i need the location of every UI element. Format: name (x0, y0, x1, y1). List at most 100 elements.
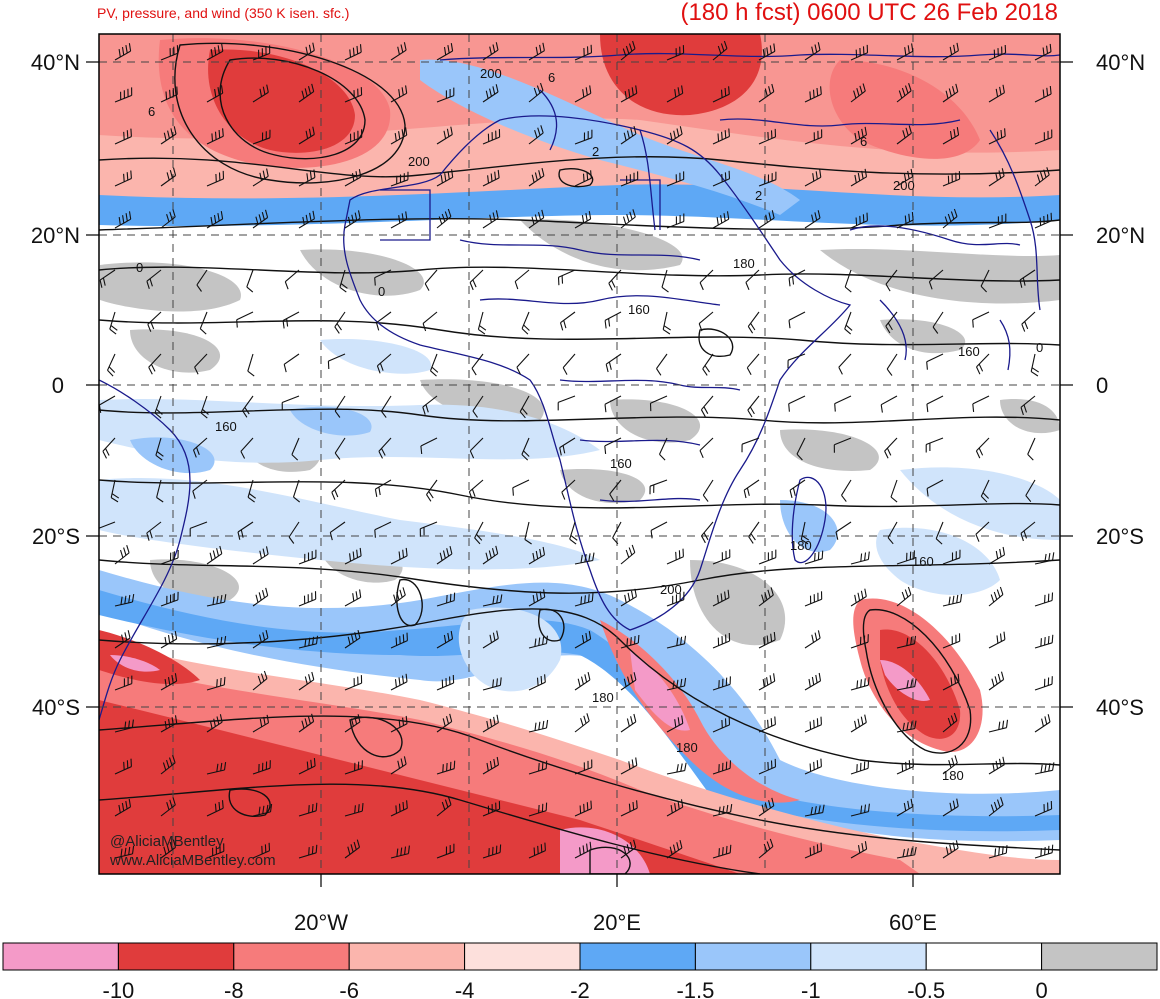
wind-barb (988, 52, 1006, 61)
wind-barb-feather (835, 531, 839, 540)
wind-barb-feather (213, 718, 216, 727)
wind-barb-feather (535, 46, 539, 55)
wind-barb (298, 557, 317, 565)
wind-barb (662, 311, 668, 330)
wind-barb-feather (214, 47, 217, 56)
wind-barb-feather (908, 83, 912, 91)
wind-barb (1019, 269, 1036, 281)
wind-barb (237, 521, 254, 533)
wind-barb-feather (259, 550, 263, 559)
wind-barb-feather (443, 634, 447, 643)
wind-barb (334, 311, 346, 328)
wind-barb (114, 136, 132, 145)
wind-barb-feather (538, 637, 541, 646)
wind-barb (942, 557, 961, 565)
wind-barb-feather (449, 713, 453, 722)
lat-label-right: 20°N (1096, 223, 1145, 248)
wind-barb-feather (493, 758, 496, 767)
wind-barb (834, 437, 852, 446)
lat-label-left: 20°N (31, 223, 80, 248)
wind-barb (482, 49, 499, 61)
wind-barb-feather (171, 633, 174, 642)
contour-label: 180 (592, 690, 614, 705)
wind-barb (1020, 395, 1036, 408)
wind-barb-feather (359, 589, 362, 598)
wind-barb (521, 311, 530, 329)
wind-barb-feather (496, 630, 499, 639)
wind-barb-feather (1047, 845, 1050, 854)
wind-barb (885, 269, 898, 285)
wind-barb-feather (886, 368, 893, 376)
wind-barb-feather (102, 277, 106, 286)
wind-barb-feather (174, 631, 178, 640)
wind-barb-feather (887, 322, 893, 331)
wind-barb-feather (659, 454, 666, 461)
contour-label: 200 (480, 66, 502, 81)
wind-barb (528, 768, 547, 775)
wind-barb-feather (261, 590, 266, 599)
wind-barb-feather (774, 716, 776, 725)
wind-barb-feather (608, 361, 612, 370)
wind-barb-feather (1021, 323, 1026, 332)
wind-barb (429, 353, 438, 371)
wind-barb-feather (952, 595, 955, 604)
wind-barb-feather (123, 761, 125, 770)
wind-barb-feather (993, 801, 998, 810)
wind-barb-feather (524, 539, 532, 545)
wind-barb (896, 594, 912, 607)
wind-barb-feather (947, 717, 952, 726)
wind-barb-feather (536, 677, 539, 686)
colorbar-tick-label: -4 (455, 978, 475, 999)
colorbar-tick-label: -2 (570, 978, 590, 999)
wind-barb (469, 479, 484, 493)
wind-barb-feather (1002, 756, 1005, 765)
wind-barb-feather (683, 677, 687, 687)
wind-barb (528, 217, 545, 229)
wind-barb-feather (539, 591, 542, 600)
wind-barb-feather (722, 847, 724, 856)
wind-barb (942, 216, 958, 229)
wind-barb (376, 311, 392, 324)
wind-barb-feather (258, 806, 261, 815)
wind-barb (512, 479, 530, 489)
wind-barb (574, 92, 592, 103)
wind-barb-feather (168, 719, 171, 728)
wind-barb (1034, 220, 1052, 229)
wind-barb (344, 217, 361, 229)
wind-barb-feather (126, 545, 130, 553)
wind-barb-feather (727, 589, 730, 598)
wind-barb-feather (674, 803, 677, 812)
wind-barb-feather (559, 447, 562, 456)
wind-barb (422, 395, 438, 408)
wind-barb-feather (588, 211, 592, 220)
wind-barb-feather (584, 595, 586, 604)
wind-barb-feather (398, 215, 401, 224)
wind-barb-feather (991, 678, 995, 687)
wind-barb-feather (853, 90, 857, 99)
wind-barb-feather (856, 680, 859, 689)
wind-barb-feather (442, 550, 446, 559)
wind-barb-feather (906, 722, 909, 731)
wind-barb-feather (493, 716, 496, 725)
wind-barb-feather (819, 169, 822, 178)
wind-barb-feather (814, 552, 816, 562)
wind-barb (896, 90, 912, 103)
wind-barb-feather (375, 322, 380, 331)
wind-barb-feather (913, 635, 917, 644)
wind-barb (942, 91, 959, 103)
wind-barb-feather (128, 846, 131, 855)
wind-barb-feather (1042, 47, 1045, 56)
lon-label: 60°E (889, 910, 937, 935)
wind-barb-feather (486, 762, 489, 771)
wind-barb (206, 50, 224, 61)
wind-barb-feather (720, 89, 723, 98)
wind-barb (698, 311, 714, 325)
wind-barb (390, 218, 408, 229)
wind-barb-feather (217, 87, 220, 96)
wind-barb-feather (405, 85, 408, 94)
wind-barb-feather (723, 40, 728, 49)
wind-barb (620, 216, 636, 229)
wind-barb-feather (1052, 762, 1055, 771)
wind-barb-feather (953, 712, 958, 721)
wind-barb (344, 846, 360, 859)
